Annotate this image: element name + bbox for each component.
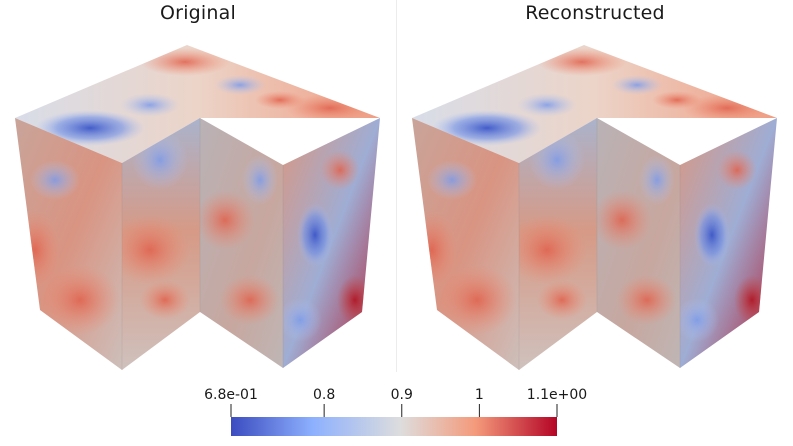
panel-title-reconstructed: Reconstructed [525,2,665,24]
colorbar-ticks [230,404,558,417]
colorbar-tick-label: 0.8 [313,387,336,403]
colorbar-tick-label: 1 [474,387,484,403]
panel-title-original: Original [160,2,236,24]
colorbar-tick-label: 0.9 [390,387,413,403]
colorbar-tick-label: 1.1e+00 [526,387,588,403]
colorbar-gradient [231,417,557,436]
original-volume-render [10,45,380,370]
reconstructed-volume-render [407,45,777,370]
panel-divider [396,0,397,372]
colorbar-tick-label: 6.8e-01 [204,387,258,403]
